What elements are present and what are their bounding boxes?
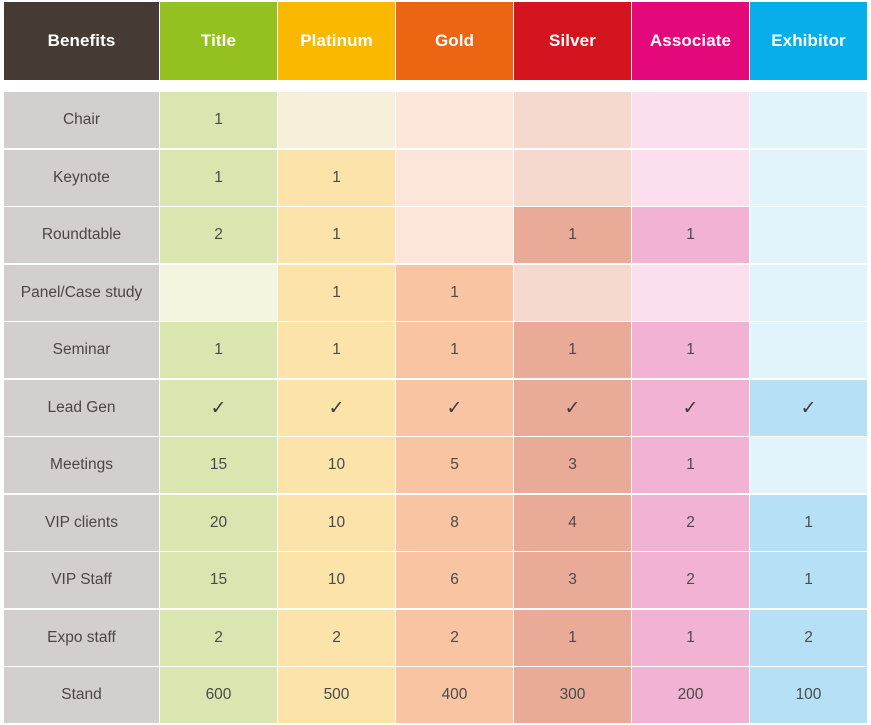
table-cell: 1 [632,207,749,263]
table-cell: 15 [160,552,277,608]
table-cell: 1 [632,609,749,666]
table-cell: 10 [278,552,395,608]
header-platinum: Platinum [278,2,395,80]
table-row: Lead Gen ✓ ✓ ✓ ✓ ✓ ✓ [4,379,867,436]
table-cell: 6 [396,552,513,608]
header-benefits: Benefits [4,2,159,80]
table-cell: 2 [160,609,277,666]
row-label: Meetings [4,437,159,493]
table-row: Expo staff 2 2 2 1 1 2 [4,609,867,666]
table-cell [514,92,631,148]
table-row: Keynote 1 1 [4,149,867,206]
table-row: VIP clients 20 10 8 4 2 1 [4,494,867,551]
header-gold: Gold [396,2,513,80]
table-cell: 1 [396,322,513,378]
table-cell: 600 [160,667,277,723]
table-cell: 15 [160,437,277,493]
table-cell: 1 [514,207,631,263]
table-cell [514,149,631,206]
table-row: Roundtable 2 1 1 1 [4,207,867,263]
table-cell: 4 [514,494,631,551]
table-cell: 2 [396,609,513,666]
row-label: VIP clients [4,494,159,551]
table-cell [396,207,513,263]
table-row: VIP Staff 15 10 6 3 2 1 [4,552,867,608]
table-cell: 400 [396,667,513,723]
table-cell: 1 [396,264,513,321]
row-label: Stand [4,667,159,723]
table-cell [160,264,277,321]
row-label: Panel/Case study [4,264,159,321]
benefits-table: Benefits Title Platinum Gold Silver Asso… [4,2,867,725]
table-cell: 2 [278,609,395,666]
table-cell: 8 [396,494,513,551]
row-label: Chair [4,92,159,148]
table-cell: 1 [632,322,749,378]
check-mark-icon: ✓ [278,379,395,436]
table-cell [750,207,867,263]
row-label: Expo staff [4,609,159,666]
table-cell [750,149,867,206]
table-cell [750,264,867,321]
table-cell: 2 [632,494,749,551]
header-silver: Silver [514,2,631,80]
table-row: Chair 1 [4,92,867,148]
table-cell [632,149,749,206]
table-cell: 10 [278,437,395,493]
table-cell: 1 [278,322,395,378]
table-cell: 5 [396,437,513,493]
table-cell [396,149,513,206]
row-label: VIP Staff [4,552,159,608]
table-cell: 2 [750,609,867,666]
table-cell: 20 [160,494,277,551]
check-mark-icon: ✓ [514,379,631,436]
header-associate: Associate [632,2,749,80]
table-cell: 1 [514,609,631,666]
table-cell [750,322,867,378]
table-cell: 1 [750,552,867,608]
table-cell: 1 [160,149,277,206]
table-cell: 2 [160,207,277,263]
check-mark-icon: ✓ [750,379,867,436]
table-cell: 1 [160,92,277,148]
check-mark-icon: ✓ [160,379,277,436]
table-cell [278,92,395,148]
table-cell: 1 [514,322,631,378]
check-mark-icon: ✓ [396,379,513,436]
row-label: Seminar [4,322,159,378]
table-cell: 10 [278,494,395,551]
table-cell [514,264,631,321]
row-label: Keynote [4,149,159,206]
table-row: Stand 600 500 400 300 200 100 [4,667,867,723]
table-cell [632,92,749,148]
table-cell: 1 [278,264,395,321]
table-cell: 1 [632,437,749,493]
table-cell: 3 [514,437,631,493]
table-cell: 1 [750,494,867,551]
header-title: Title [160,2,277,80]
header-exhibitor: Exhibitor [750,2,867,80]
table-cell [750,437,867,493]
table-cell: 300 [514,667,631,723]
table-cell: 1 [278,207,395,263]
table-cell: 1 [278,149,395,206]
table-cell: 200 [632,667,749,723]
table-cell [750,92,867,148]
table-row: Meetings 15 10 5 3 1 [4,437,867,493]
table-cell: 2 [632,552,749,608]
table-cell: 500 [278,667,395,723]
table-cell [632,264,749,321]
row-label: Roundtable [4,207,159,263]
table-header: Benefits Title Platinum Gold Silver Asso… [4,2,867,80]
table-cell: 100 [750,667,867,723]
check-mark-icon: ✓ [632,379,749,436]
table-cell [396,92,513,148]
table-body: Chair 1 Keynote 1 1 Roundtable 2 1 1 1 Panel/Case … [4,92,867,723]
table-row: Panel/Case study 1 1 [4,264,867,321]
table-cell: 1 [160,322,277,378]
row-label: Lead Gen [4,379,159,436]
table-row: Seminar 1 1 1 1 1 [4,322,867,378]
table-cell: 3 [514,552,631,608]
